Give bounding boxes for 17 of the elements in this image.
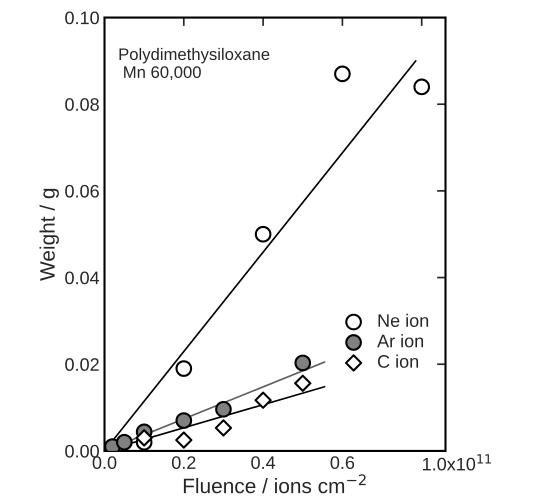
x-tick-label: 0.4: [251, 456, 276, 470]
y-tick-label: 0.04: [65, 271, 100, 284]
x-tick-label: 0.0: [92, 456, 116, 470]
legend-label: C ion: [378, 354, 418, 368]
annotation: Polydimethysiloxane Mn 60,000: [120, 48, 270, 80]
y-axis-title: Weight / g: [40, 188, 59, 281]
y-tick-label: 0.02: [65, 358, 99, 371]
y-tick-label: 0.08: [65, 98, 99, 111]
legend-label: Ar ion: [377, 334, 424, 348]
y-tick-label: 0.00: [65, 444, 99, 458]
x-axis-title: Fluence / ions cm$^{−2}$: [184, 474, 366, 494]
x-tick-label: 0.6: [330, 456, 354, 470]
x-tick-label: 0.2: [172, 456, 196, 470]
y-tick-label: 0.06: [65, 184, 99, 198]
text: 1.0x10$^{11}$: [423, 454, 491, 471]
y-tick-label: 0.10: [65, 11, 99, 24]
legend-label: Ne ion: [378, 314, 428, 327]
